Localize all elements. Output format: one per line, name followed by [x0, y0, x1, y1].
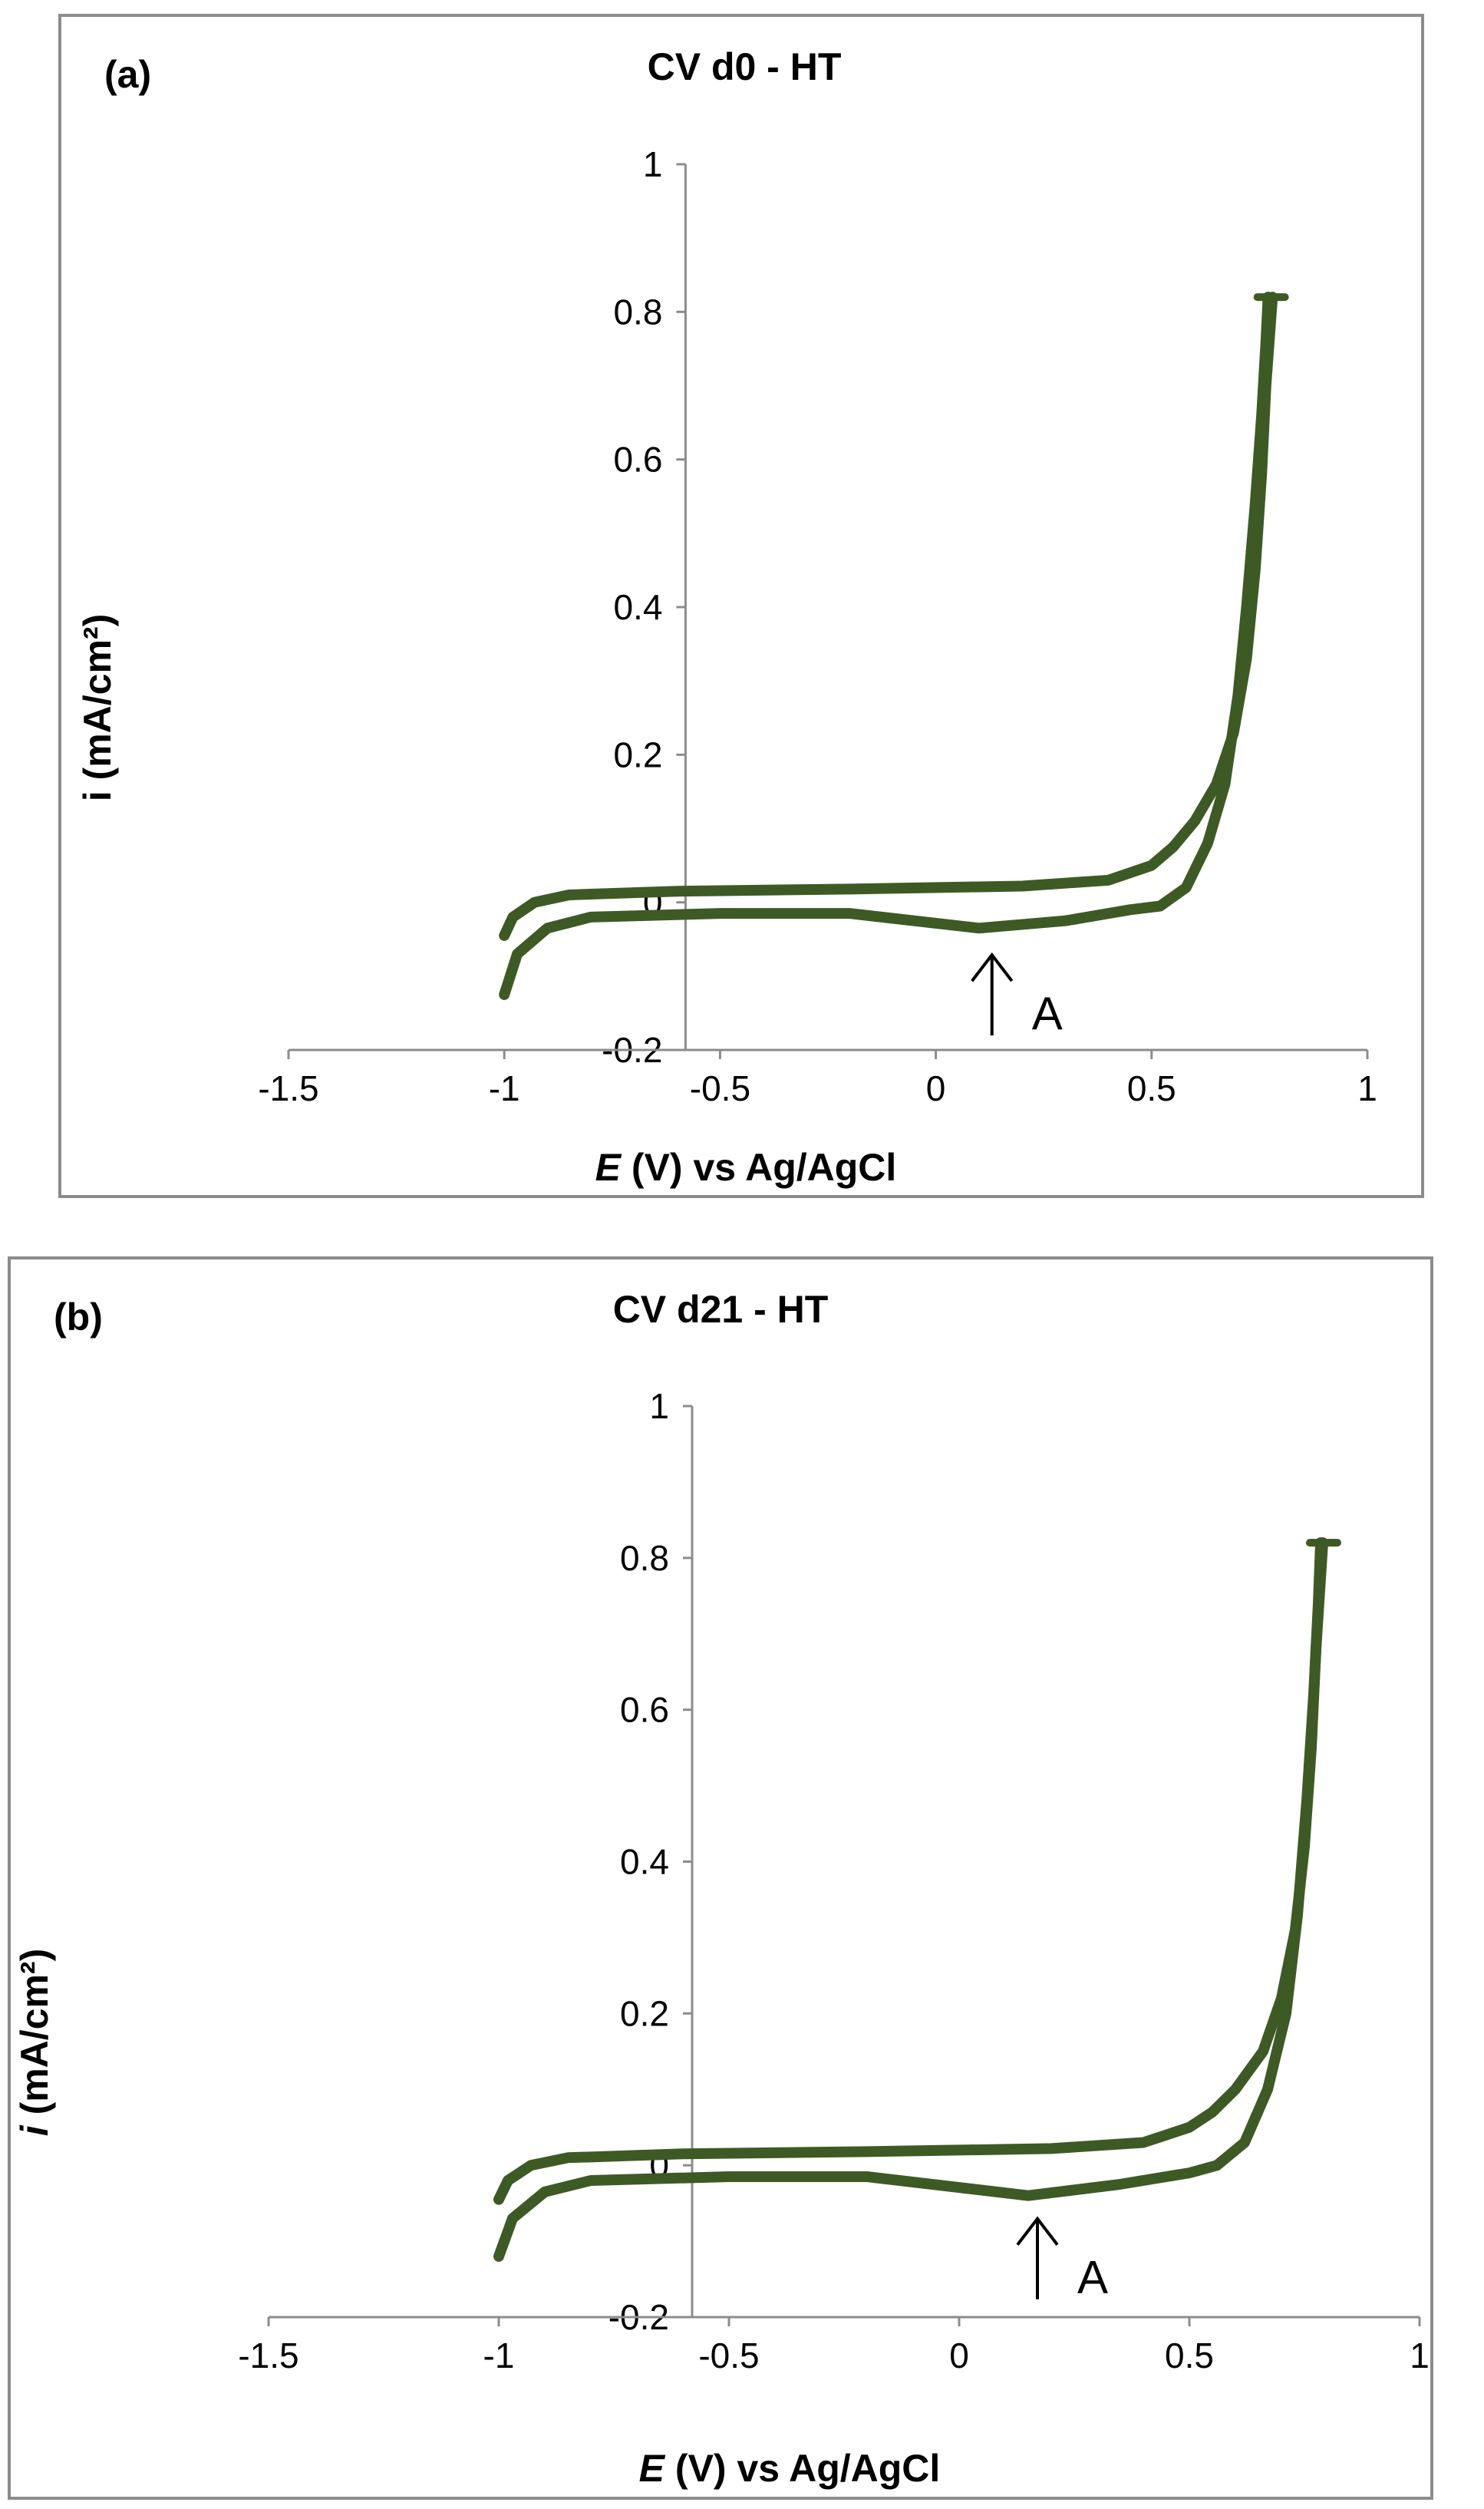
y-axis-label-italic: i [13, 2124, 56, 2136]
y-axis-label: i (mA/cm²) [76, 614, 119, 801]
x-tick-label: 0 [926, 1068, 946, 1108]
chart-title: CV d0 - HT [648, 45, 842, 88]
y-tick-label: 0.2 [613, 735, 662, 774]
series-line-cathodic [499, 292, 1278, 941]
chart-title: CV d21 - HT [613, 1288, 829, 1331]
x-tick-label: -1 [489, 1068, 520, 1108]
x-tick-label: 0.5 [1127, 1068, 1176, 1108]
chart-a-svg: (a) CV d0 - HT -0.200.20.40.60.81 -1.5 -1… [76, 45, 1377, 1189]
annotation-arrow-head [971, 952, 1014, 982]
annotation-label: A [1077, 2252, 1108, 2303]
annotation-label: A [1032, 988, 1063, 1039]
y-tick-label: 0.8 [613, 292, 662, 332]
x-axis-label: E (V) vs Ag/AgCl [639, 2447, 941, 2490]
x-tick-label: -0.5 [690, 1068, 750, 1108]
panel-tag: (a) [104, 53, 151, 96]
y-tick-label: 0.4 [620, 1842, 669, 1882]
y-tick-label: 0.6 [620, 1690, 669, 1730]
y-tick-label: 1 [643, 144, 663, 184]
x-tick-label: 1 [1357, 1068, 1377, 1108]
chart-b-svg: (b) CV d21 - HT -0.200.20.40.60.81 -1.5-… [13, 1288, 1430, 2490]
y-axis-label: i (mA/cm²) [13, 1949, 56, 2136]
x-tick-label: 1 [1410, 2336, 1430, 2375]
panel-tag: (b) [54, 1296, 103, 1339]
x-tick-label: -1 [483, 2336, 515, 2375]
x-axis-label: E (V) vs Ag/AgCl [595, 1146, 897, 1189]
x-tick-label: 0 [949, 2336, 969, 2375]
x-tick-label: -1.5 [238, 2336, 298, 2375]
x-axis-label-rest: (V) vs Ag/AgCl [665, 2447, 940, 2490]
y-tick-label: 1 [649, 1386, 669, 1426]
y-tick-label: 0.6 [613, 440, 662, 480]
chart-panel-b: (b) CV d21 - HT -0.2 0 0.2 0.4 0.6 0.8 1 -1.5-… [8, 1256, 1433, 2500]
x-tick-label: 0.5 [1165, 2336, 1214, 2375]
x-axis-label-italic: E [639, 2447, 666, 2490]
x-axis-label-rest: (V) vs Ag/AgCl [621, 1146, 896, 1189]
series-line-cathodic [493, 1537, 1328, 2205]
y-tick-label: 0.8 [620, 1538, 669, 1578]
annotation-arrow-head [1016, 2216, 1059, 2246]
chart-panel-a: (a) CV d0 - HT -0.2 0 0.2 0.4 0.6 0.8 1 -1.5 -1… [58, 14, 1424, 1198]
y-axis-label-rest: (mA/cm²) [13, 1949, 56, 2126]
y-tick-label: 0.2 [620, 1993, 669, 2033]
x-tick-label: -1.5 [258, 1068, 318, 1108]
x-axis-label-italic: E [595, 1146, 622, 1189]
y-tick-label: 0.4 [613, 587, 662, 627]
x-tick-label: -0.5 [698, 2336, 759, 2375]
